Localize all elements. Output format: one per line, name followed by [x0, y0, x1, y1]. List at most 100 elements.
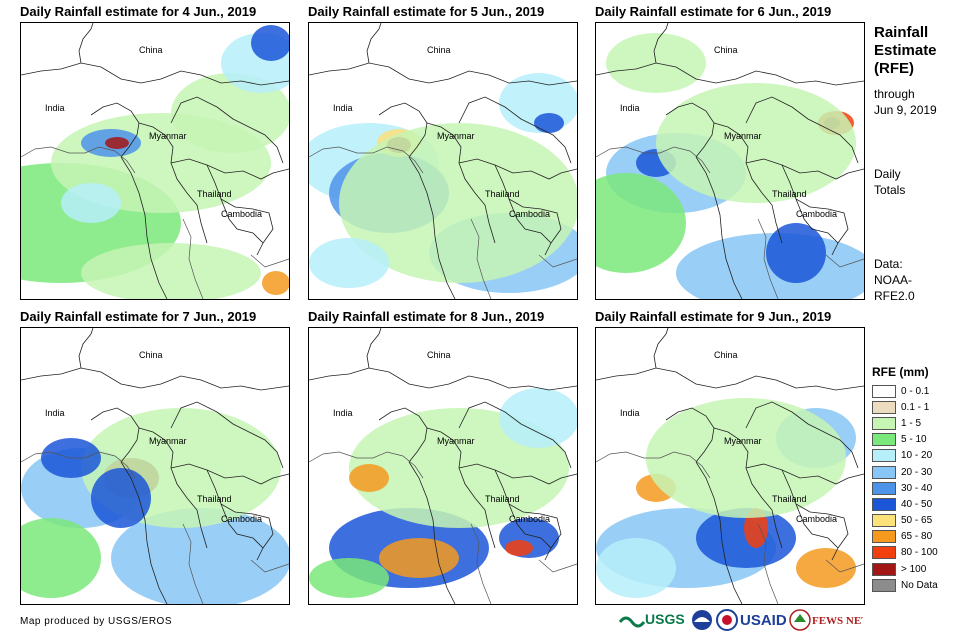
- rainfall-field: [21, 408, 289, 604]
- legend-label: 1 - 5: [901, 417, 922, 429]
- rainfall-map: China India Myanmar Thailand Cambodia: [21, 23, 289, 299]
- coastline: [309, 451, 577, 604]
- rainfall-map: China India Myanmar Thailand Cambodia: [309, 328, 577, 604]
- rain-area: [309, 238, 389, 288]
- rain-area: [105, 137, 129, 149]
- label-cambodia: Cambodia: [509, 514, 550, 524]
- legend-item: 65 - 80: [872, 529, 938, 545]
- legend-label: 30 - 40: [901, 482, 933, 494]
- title-line: Rainfall: [874, 24, 929, 41]
- daily-label: Daily: [874, 167, 901, 181]
- map-frame: China India Myanmar Thailand Cambodia: [20, 327, 290, 605]
- legend-item: 5 - 10: [872, 432, 938, 448]
- rain-area: [309, 558, 389, 598]
- panel-title: Daily Rainfall estimate for 5 Jun., 2019: [308, 4, 545, 19]
- panel-title: Daily Rainfall estimate for 9 Jun., 2019: [595, 309, 832, 324]
- legend-swatch: [872, 465, 896, 479]
- usaid-logo: USAID: [716, 609, 787, 631]
- label-cambodia: Cambodia: [509, 209, 550, 219]
- label-india: India: [620, 408, 640, 418]
- period-type: Daily Totals: [874, 166, 905, 198]
- rain-area: [262, 271, 289, 295]
- country-borders: [596, 23, 864, 299]
- legend-item: > 100: [872, 561, 938, 577]
- label-myanmar: Myanmar: [149, 131, 187, 141]
- rain-area: [251, 25, 289, 61]
- legend-swatch: [872, 481, 896, 495]
- legend-item: 80 - 100: [872, 545, 938, 561]
- rain-area: [61, 183, 121, 223]
- label-myanmar: Myanmar: [437, 436, 475, 446]
- legend-label: > 100: [901, 563, 927, 575]
- rain-area: [744, 508, 768, 548]
- legend-title: RFE (mm): [872, 365, 929, 379]
- legend-swatch: [872, 578, 896, 592]
- legend-label: 80 - 100: [901, 547, 938, 559]
- country-labels: China India Myanmar Thailand Cambodia: [333, 350, 550, 524]
- label-china: China: [714, 350, 738, 360]
- label-india: India: [45, 103, 65, 113]
- panel-title: Daily Rainfall estimate for 6 Jun., 2019: [595, 4, 832, 19]
- title-line: Estimate: [874, 42, 937, 59]
- label-india: India: [620, 103, 640, 113]
- map-frame: China India Myanmar Thailand Cambodia: [308, 22, 578, 300]
- label-cambodia: Cambodia: [221, 209, 262, 219]
- legend-swatch: [872, 384, 896, 398]
- data-source-line: RFE2.0: [874, 289, 915, 303]
- legend-item: 50 - 65: [872, 513, 938, 529]
- country-borders: [596, 328, 864, 604]
- legend-swatch: [872, 562, 896, 576]
- data-source-line: NOAA-: [874, 273, 913, 287]
- label-thailand: Thailand: [485, 189, 520, 199]
- rain-area: [534, 113, 564, 133]
- legend-item: No Data: [872, 577, 938, 593]
- legend-label: 10 - 20: [901, 450, 933, 462]
- legend-label: 5 - 10: [901, 434, 927, 446]
- country-borders: [309, 23, 577, 299]
- data-source: Data: NOAA- RFE2.0: [874, 256, 915, 304]
- through-date: through Jun 9, 2019: [874, 86, 937, 118]
- usaid-text: USAID: [740, 612, 787, 629]
- label-myanmar: Myanmar: [149, 436, 187, 446]
- rain-area: [499, 388, 577, 448]
- country-labels: China India Myanmar Thailand Cambodia: [45, 350, 262, 524]
- label-myanmar: Myanmar: [437, 131, 475, 141]
- rain-area: [379, 538, 459, 578]
- rainfall-map: China India Myanmar Thailand Cambodia: [596, 328, 864, 604]
- legend-item: 0 - 0.1: [872, 383, 938, 399]
- label-thailand: Thailand: [197, 494, 232, 504]
- legend-items: 0 - 0.1 0.1 - 1 1 - 5 5 - 10 10 - 20 20 - 30 3…: [872, 383, 938, 593]
- legend-item: 40 - 50: [872, 496, 938, 512]
- rainfall-field: [309, 73, 577, 293]
- coastline: [596, 146, 864, 299]
- legend-label: 20 - 30: [901, 466, 933, 478]
- label-india: India: [45, 408, 65, 418]
- map-frame: China India Myanmar Thailand Cambodia: [308, 327, 578, 605]
- legend-item: 20 - 30: [872, 464, 938, 480]
- agency-logos: USGS USAID FEWS NET: [618, 609, 863, 631]
- legend-item: 1 - 5: [872, 415, 938, 431]
- panel-title: Daily Rainfall estimate for 7 Jun., 2019: [20, 309, 257, 324]
- panel-title: Daily Rainfall estimate for 8 Jun., 2019: [308, 309, 545, 324]
- rfe-legend: RFE (mm) 0 - 0.1 0.1 - 1 1 - 5 5 - 10 10 - 2…: [872, 365, 938, 593]
- country-borders: [309, 328, 577, 604]
- rain-area: [796, 548, 856, 588]
- legend-swatch: [872, 433, 896, 447]
- rain-area: [646, 398, 846, 518]
- label-myanmar: Myanmar: [724, 436, 762, 446]
- country-borders: [21, 23, 289, 299]
- rain-area: [171, 73, 289, 153]
- label-cambodia: Cambodia: [221, 514, 262, 524]
- panel-title: Daily Rainfall estimate for 4 Jun., 2019: [20, 4, 257, 19]
- rainfall-map: China India Myanmar Thailand Cambodia: [596, 23, 864, 299]
- rain-area: [339, 123, 577, 283]
- rainfall-map: China India Myanmar Thailand Cambodia: [21, 328, 289, 604]
- label-cambodia: Cambodia: [796, 209, 837, 219]
- rain-area: [81, 243, 261, 299]
- noaa-logo: [692, 610, 712, 630]
- totals-label: Totals: [874, 183, 906, 197]
- rain-area: [596, 538, 676, 598]
- legend-swatch: [872, 416, 896, 430]
- label-india: India: [333, 103, 353, 113]
- country-labels: China India Myanmar Thailand Cambodia: [45, 45, 262, 219]
